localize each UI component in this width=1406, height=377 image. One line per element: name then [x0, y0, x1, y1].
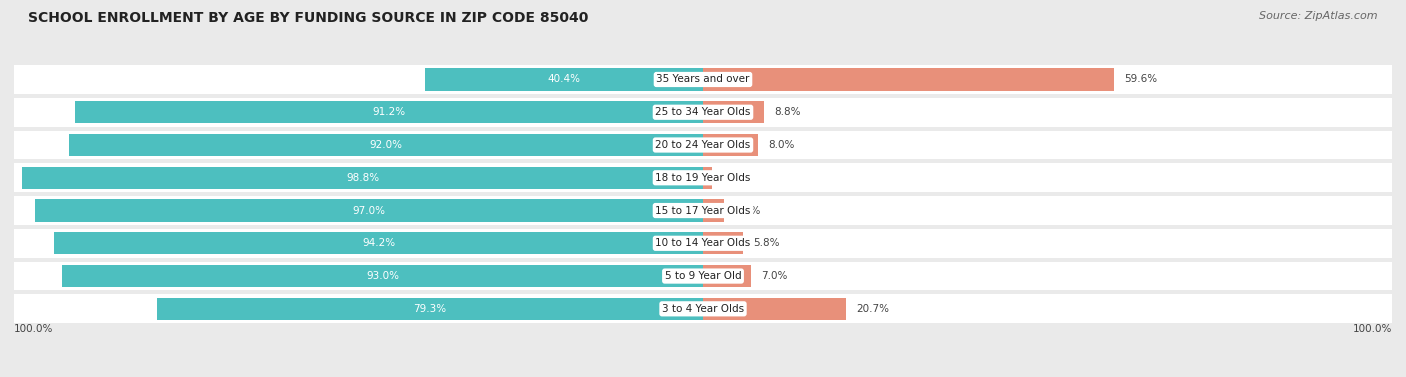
Text: 8.0%: 8.0% [769, 140, 794, 150]
Bar [156, 298, 703, 320]
Bar [14, 229, 1392, 258]
Bar [14, 262, 1392, 291]
Text: 100.0%: 100.0% [1353, 324, 1392, 334]
Bar [425, 68, 703, 90]
Bar [75, 101, 703, 123]
Text: 20.7%: 20.7% [856, 304, 889, 314]
Text: 7.0%: 7.0% [762, 271, 787, 281]
Text: 91.2%: 91.2% [373, 107, 405, 117]
Text: 94.2%: 94.2% [361, 238, 395, 248]
Bar [14, 163, 1392, 192]
Bar [14, 65, 1392, 94]
Text: 1.3%: 1.3% [723, 173, 749, 183]
Bar [703, 167, 711, 189]
Text: 15 to 17 Year Olds: 15 to 17 Year Olds [655, 205, 751, 216]
Bar [703, 101, 763, 123]
Text: 20 to 24 Year Olds: 20 to 24 Year Olds [655, 140, 751, 150]
Bar [14, 130, 1392, 159]
Text: 79.3%: 79.3% [413, 304, 446, 314]
Bar [703, 298, 845, 320]
Text: 97.0%: 97.0% [353, 205, 385, 216]
Text: 100.0%: 100.0% [14, 324, 53, 334]
Text: 10 to 14 Year Olds: 10 to 14 Year Olds [655, 238, 751, 248]
Text: 92.0%: 92.0% [370, 140, 402, 150]
Text: 40.4%: 40.4% [547, 75, 581, 84]
Text: 5.8%: 5.8% [754, 238, 780, 248]
Bar [14, 196, 1392, 225]
Text: 35 Years and over: 35 Years and over [657, 75, 749, 84]
Bar [35, 199, 703, 222]
Bar [69, 134, 703, 156]
Bar [703, 68, 1114, 90]
Text: 59.6%: 59.6% [1123, 75, 1157, 84]
Bar [703, 232, 742, 254]
Bar [62, 265, 703, 287]
Text: SCHOOL ENROLLMENT BY AGE BY FUNDING SOURCE IN ZIP CODE 85040: SCHOOL ENROLLMENT BY AGE BY FUNDING SOUR… [28, 11, 589, 25]
Text: Source: ZipAtlas.com: Source: ZipAtlas.com [1260, 11, 1378, 21]
Bar [14, 294, 1392, 323]
Bar [703, 199, 724, 222]
Text: 98.8%: 98.8% [346, 173, 380, 183]
Bar [703, 265, 751, 287]
Bar [703, 134, 758, 156]
Bar [22, 167, 703, 189]
Text: 93.0%: 93.0% [366, 271, 399, 281]
Text: 25 to 34 Year Olds: 25 to 34 Year Olds [655, 107, 751, 117]
Bar [14, 98, 1392, 127]
Bar [53, 232, 703, 254]
Text: 18 to 19 Year Olds: 18 to 19 Year Olds [655, 173, 751, 183]
Text: 3 to 4 Year Olds: 3 to 4 Year Olds [662, 304, 744, 314]
Text: 5 to 9 Year Old: 5 to 9 Year Old [665, 271, 741, 281]
Text: 8.8%: 8.8% [773, 107, 800, 117]
Text: 3.0%: 3.0% [734, 205, 761, 216]
